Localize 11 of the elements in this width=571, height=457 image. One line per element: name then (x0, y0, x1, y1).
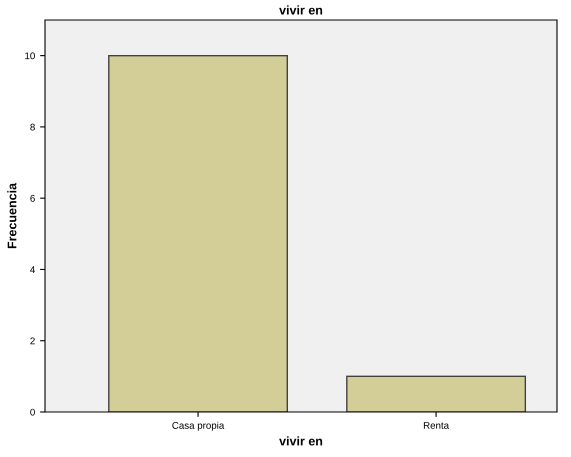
x-axis-title: vivir en (279, 436, 322, 446)
y-tick-label: 2 (30, 337, 35, 344)
y-tick-label: 10 (25, 52, 35, 60)
x-tick-label: Renta (424, 422, 450, 429)
x-tick-label: Casa propia (172, 422, 224, 431)
y-tick-label: 8 (30, 124, 35, 131)
y-axis-title: Frecuencia (7, 182, 16, 248)
y-tick-label: 4 (30, 266, 35, 273)
chart-title: vivir en (279, 5, 322, 15)
y-tick-label: 0 (30, 408, 35, 416)
y-tick-label: 6 (30, 194, 35, 202)
